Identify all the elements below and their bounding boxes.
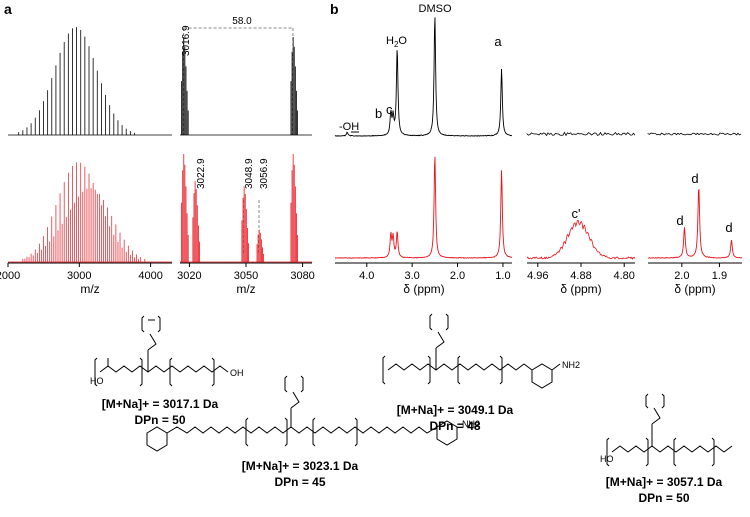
nmr-main-tick-label-2: 2.0 bbox=[450, 270, 465, 282]
peak-label-cprime: c' bbox=[572, 206, 581, 221]
maldi-full-tick-label-2: 4000 bbox=[138, 270, 162, 282]
maldi-full-tick-label-1: 3000 bbox=[67, 270, 91, 282]
chemical-structures bbox=[95, 314, 732, 466]
peak-label-dmso: DMSO bbox=[419, 3, 452, 15]
structure-labels: HO OH NH2 NH2 HO [M+Na]+ = 3017.1 Da DPn… bbox=[90, 360, 723, 505]
nmr-zoom1-tick-label-1: 4.88 bbox=[570, 270, 591, 282]
maldi-full-ticks: 2000 3000 4000 bbox=[0, 263, 163, 282]
s2-nh2: NH2 bbox=[562, 360, 580, 370]
nmr-main-bottom-line bbox=[335, 157, 512, 258]
s3-dp: DPn = 45 bbox=[274, 475, 325, 489]
s1-oh-left: HO bbox=[90, 376, 104, 386]
nmr-zoom2-tick-label-1: 1.9 bbox=[712, 270, 727, 282]
nmr-zoom2-tick-label-0: 2.0 bbox=[674, 270, 689, 282]
peak-label-b: b bbox=[375, 106, 382, 121]
peak-label-3056: 3056.9 bbox=[259, 158, 270, 189]
maldi-full-tick-label-0: 2000 bbox=[0, 270, 20, 282]
structure-4 bbox=[607, 394, 732, 466]
s2-dp: DPn = 48 bbox=[429, 419, 480, 433]
nmr-zoom2-top-line bbox=[648, 133, 741, 135]
peak-label-d3: d bbox=[725, 220, 732, 235]
s1-oh-right: OH bbox=[230, 368, 244, 378]
peak-label-d2: d bbox=[691, 171, 698, 186]
nmr-zoom1-bottom-line bbox=[527, 220, 635, 259]
maldi-full-spectrum: 2000 3000 4000 m/z bbox=[0, 27, 172, 296]
nmr-zoom1-xlabel: δ (ppm) bbox=[560, 282, 601, 296]
nmr-main-top-trace bbox=[335, 17, 512, 136]
peak-label-c: c bbox=[386, 102, 393, 117]
nmr-main-bottom-trace bbox=[335, 157, 512, 258]
s2-mass: [M+Na]+ = 3049.1 Da bbox=[397, 403, 514, 417]
maldi-zoom-xlabel: m/z bbox=[236, 282, 255, 296]
nmr-main-ticks: 4.0 3.0 2.0 1.0 bbox=[359, 263, 510, 282]
nmr-main-tick-label-1: 3.0 bbox=[405, 270, 420, 282]
s1-dp: DPn = 50 bbox=[134, 413, 185, 427]
nmr-zoom2-ticks: 2.01.91.8 bbox=[674, 263, 750, 282]
nmr-zoom2-spectrum: 2.01.91.8 δ (ppm) d d d bbox=[648, 133, 750, 296]
maldi-full-xlabel: m/z bbox=[80, 282, 99, 296]
peak-label-3022: 3022.9 bbox=[196, 158, 207, 189]
s4-oh-left: HO bbox=[600, 454, 614, 464]
peak-label-3048: 3048.9 bbox=[244, 158, 255, 189]
nmr-zoom1-ticks: 4.96 4.88 4.80 bbox=[527, 263, 635, 282]
maldi-zoom-top-trace bbox=[180, 37, 312, 135]
peak-label-h2o: H2O bbox=[386, 35, 407, 49]
maldi-zoom-ticks: 3020 3050 3080 bbox=[177, 263, 315, 282]
s1-mass: [M+Na]+ = 3017.1 Da bbox=[102, 397, 219, 411]
nmr-main-xlabel: δ (ppm) bbox=[403, 282, 444, 296]
nmr-zoom1-tick-label-0: 4.96 bbox=[527, 270, 548, 282]
maldi-zoom-dashes bbox=[184, 28, 293, 255]
nmr-main-spectrum: 4.0 3.0 2.0 1.0 δ (ppm) -OH b c H2O DMSO a bbox=[335, 3, 512, 296]
peak-label-d1: d bbox=[676, 213, 683, 228]
nmr-zoom2-xlabel: δ (ppm) bbox=[674, 282, 715, 296]
structure-2 bbox=[383, 314, 560, 388]
s4-dp: DPn = 50 bbox=[638, 491, 689, 505]
nmr-main-tick-label-0: 4.0 bbox=[359, 270, 374, 282]
panel-label-a: a bbox=[4, 1, 12, 17]
maldi-full-bottom-trace bbox=[8, 162, 172, 262]
maldi-zoom-tick-label-1: 3050 bbox=[234, 270, 258, 282]
s3-mass: [M+Na]+ = 3023.1 Da bbox=[242, 459, 359, 473]
nmr-main-top-line bbox=[335, 17, 512, 136]
peak-label-oh: -OH bbox=[339, 121, 359, 133]
nmr-zoom1-top-line bbox=[527, 133, 635, 136]
nmr-zoom1-tick-label-2: 4.80 bbox=[613, 270, 634, 282]
peak-label-a: a bbox=[494, 34, 502, 49]
panel-label-b: b bbox=[330, 1, 339, 17]
maldi-zoom-tick-label-0: 3020 bbox=[177, 270, 201, 282]
maldi-zoom-tick-label-2: 3080 bbox=[290, 270, 314, 282]
s4-mass: [M+Na]+ = 3057.1 Da bbox=[606, 475, 723, 489]
nmr-zoom2-top-trace bbox=[648, 133, 741, 135]
nmr-zoom1-top-trace bbox=[527, 133, 635, 136]
spacing-label: 58.0 bbox=[232, 16, 252, 27]
peak-label-3016: 3016.9 bbox=[181, 25, 192, 56]
maldi-zoom-spectrum: 3020 3050 3080 m/z 3016.9 58.0 3022.9 3048… bbox=[177, 16, 315, 296]
structure-1 bbox=[95, 316, 228, 386]
nmr-main-tick-label-3: 1.0 bbox=[495, 270, 510, 282]
nmr-zoom1-spectrum: 4.96 4.88 4.80 δ (ppm) c' bbox=[527, 133, 635, 297]
maldi-full-top-trace bbox=[8, 27, 172, 135]
nmr-zoom1-bottom-trace bbox=[527, 220, 635, 259]
